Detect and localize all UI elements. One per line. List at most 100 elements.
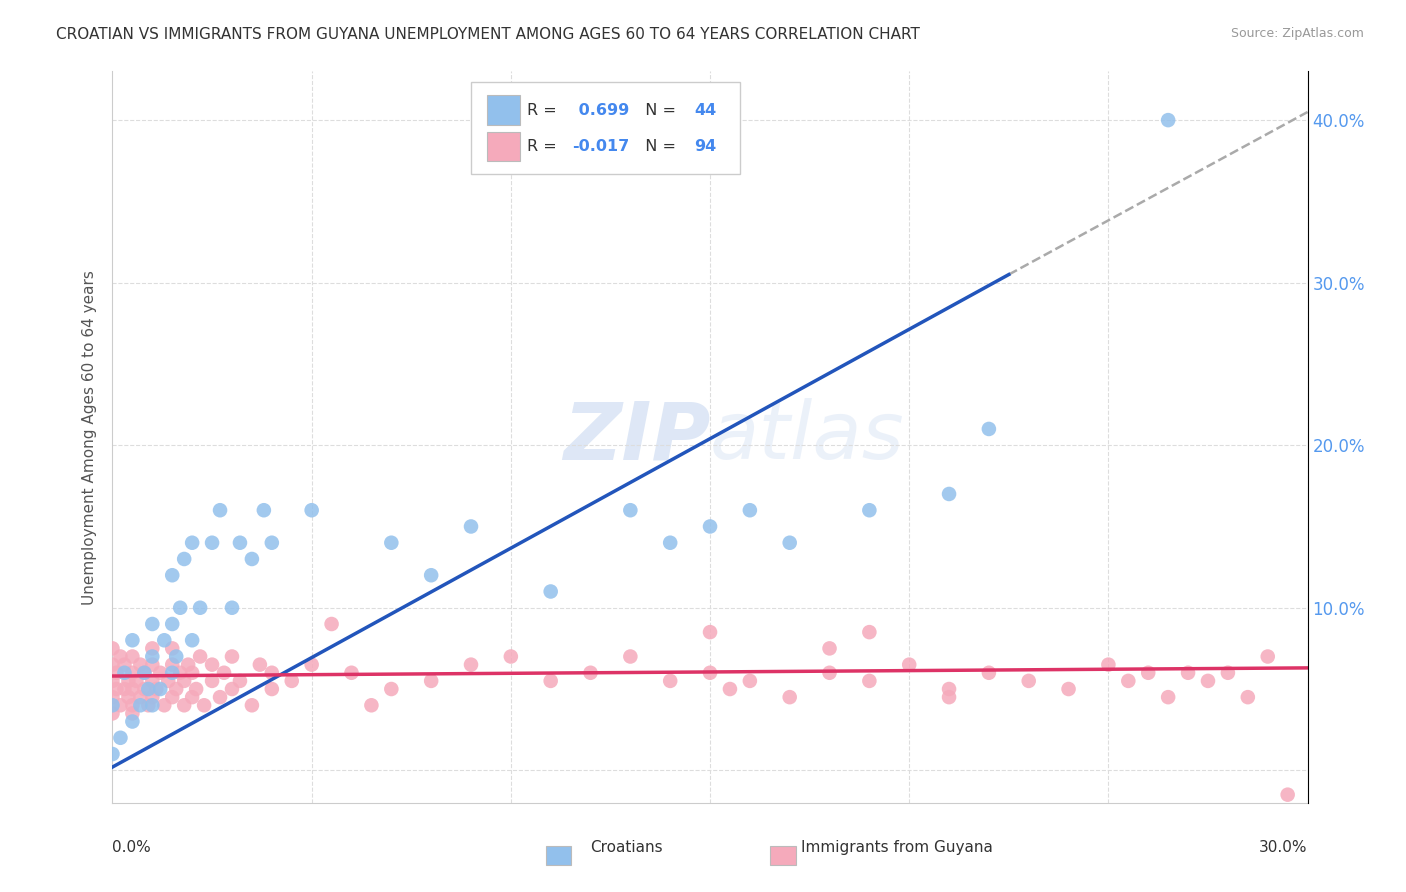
Point bbox=[165, 649, 187, 664]
Point bbox=[699, 665, 721, 680]
Text: R =: R = bbox=[527, 139, 562, 154]
Point bbox=[1197, 673, 1219, 688]
Point bbox=[138, 698, 160, 713]
Point bbox=[141, 649, 163, 664]
Point bbox=[101, 690, 124, 705]
Point bbox=[420, 673, 443, 688]
Text: 0.699: 0.699 bbox=[572, 103, 628, 118]
Text: ZIP: ZIP bbox=[562, 398, 710, 476]
Point bbox=[129, 698, 152, 713]
Point bbox=[153, 698, 176, 713]
Point bbox=[101, 673, 124, 688]
Point bbox=[141, 657, 163, 672]
Bar bbox=[486, 95, 520, 125]
Text: N =: N = bbox=[634, 103, 681, 118]
Point bbox=[162, 641, 183, 656]
Point bbox=[101, 641, 124, 656]
Point bbox=[101, 747, 124, 761]
Point bbox=[240, 698, 263, 713]
Point bbox=[779, 535, 801, 549]
Point bbox=[619, 503, 641, 517]
Point bbox=[134, 665, 156, 680]
Point bbox=[1257, 649, 1279, 664]
Point bbox=[818, 641, 841, 656]
Point bbox=[738, 673, 761, 688]
Point bbox=[105, 681, 128, 696]
Text: 30.0%: 30.0% bbox=[1260, 840, 1308, 855]
Point bbox=[134, 665, 156, 680]
Point bbox=[110, 698, 132, 713]
Point bbox=[169, 665, 191, 680]
Point bbox=[938, 690, 960, 705]
Point bbox=[659, 673, 682, 688]
Point bbox=[173, 698, 195, 713]
Point bbox=[718, 681, 741, 696]
Text: N =: N = bbox=[634, 139, 681, 154]
Point bbox=[165, 681, 187, 696]
Point bbox=[380, 535, 402, 549]
Point bbox=[121, 698, 143, 713]
Point bbox=[149, 665, 172, 680]
Point bbox=[380, 681, 402, 696]
Point bbox=[253, 503, 276, 517]
Point bbox=[145, 681, 167, 696]
Point bbox=[121, 706, 143, 721]
Point bbox=[209, 690, 232, 705]
Point bbox=[125, 673, 148, 688]
Point bbox=[110, 731, 132, 745]
Point bbox=[162, 665, 183, 680]
Point bbox=[1157, 113, 1180, 128]
Point bbox=[938, 681, 960, 696]
FancyBboxPatch shape bbox=[471, 82, 740, 174]
Point bbox=[188, 649, 211, 664]
Point bbox=[738, 503, 761, 517]
Text: Source: ZipAtlas.com: Source: ZipAtlas.com bbox=[1230, 27, 1364, 40]
Point bbox=[1137, 665, 1160, 680]
Point bbox=[229, 535, 252, 549]
Point bbox=[1118, 673, 1140, 688]
Point bbox=[114, 657, 135, 672]
Point bbox=[188, 600, 211, 615]
Point bbox=[193, 698, 215, 713]
Point bbox=[281, 673, 304, 688]
Point bbox=[579, 665, 602, 680]
Point bbox=[240, 552, 263, 566]
Point bbox=[169, 600, 191, 615]
Point bbox=[699, 519, 721, 533]
Point bbox=[321, 617, 343, 632]
Point bbox=[1057, 681, 1080, 696]
Point bbox=[1237, 690, 1260, 705]
Point bbox=[162, 568, 183, 582]
Point bbox=[499, 649, 522, 664]
Point bbox=[186, 681, 208, 696]
Point bbox=[162, 617, 183, 632]
Point bbox=[221, 681, 243, 696]
Point bbox=[249, 657, 271, 672]
Point bbox=[260, 535, 283, 549]
Point bbox=[141, 617, 163, 632]
Point bbox=[340, 665, 363, 680]
Point bbox=[141, 698, 163, 713]
Point bbox=[858, 625, 880, 640]
Text: 94: 94 bbox=[695, 139, 717, 154]
Point bbox=[117, 690, 139, 705]
Point bbox=[114, 665, 135, 680]
Point bbox=[460, 657, 482, 672]
Point bbox=[360, 698, 382, 713]
Point bbox=[260, 681, 283, 696]
Point bbox=[157, 673, 180, 688]
Point bbox=[898, 657, 921, 672]
Point bbox=[1177, 665, 1199, 680]
Point bbox=[540, 673, 562, 688]
Point bbox=[121, 665, 143, 680]
Text: Croatians: Croatians bbox=[591, 840, 664, 855]
Point bbox=[121, 681, 143, 696]
Point bbox=[1097, 657, 1119, 672]
Point bbox=[301, 503, 323, 517]
Point bbox=[260, 665, 283, 680]
Point bbox=[1216, 665, 1239, 680]
Point bbox=[938, 487, 960, 501]
Point bbox=[101, 706, 124, 721]
Y-axis label: Unemployment Among Ages 60 to 64 years: Unemployment Among Ages 60 to 64 years bbox=[82, 269, 97, 605]
Point bbox=[129, 657, 152, 672]
